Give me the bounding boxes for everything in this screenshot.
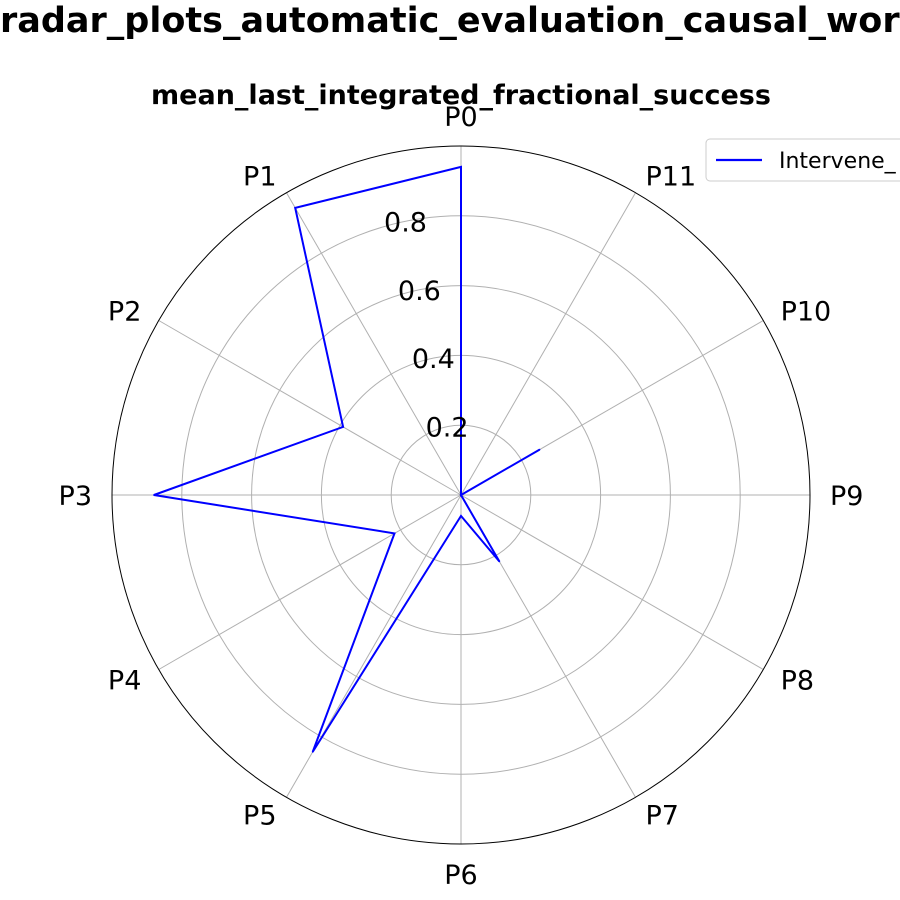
- category-label: P8: [781, 666, 814, 697]
- radial-tick-label: 0.4: [412, 344, 455, 375]
- grid-spoke: [286, 192, 462, 496]
- data-point: [460, 494, 462, 496]
- grid-spoke: [158, 494, 462, 670]
- data-point: [498, 560, 501, 563]
- radial-tick-label: 0.6: [398, 276, 441, 307]
- data-point: [311, 751, 314, 753]
- category-label: P6: [444, 860, 477, 891]
- category-label: P2: [108, 297, 141, 328]
- category-label: P5: [243, 801, 276, 832]
- data-point: [342, 426, 344, 428]
- category-label: P1: [243, 161, 276, 192]
- category-label: P7: [646, 801, 679, 832]
- category-label: P3: [59, 481, 92, 512]
- category-label: P4: [108, 666, 141, 697]
- data-point: [393, 532, 396, 535]
- data-point: [460, 515, 462, 517]
- legend[interactable]: Intervene_: [705, 138, 900, 182]
- series-layer: [153, 165, 541, 753]
- grid-spoke: [460, 192, 636, 496]
- chart-title: mean_last_integrated_fractional_success: [151, 80, 771, 111]
- data-point: [153, 494, 155, 496]
- polar-frame: [111, 145, 811, 845]
- figure-suptitle: radar_plots_automatic_evaluation_causal_…: [0, 1, 900, 41]
- category-label: P10: [781, 297, 832, 328]
- data-point: [538, 448, 541, 451]
- series-line: [153, 165, 541, 753]
- grid-spoke: [158, 320, 462, 496]
- legend-frame: [705, 138, 900, 182]
- radar-grid: [111, 145, 811, 845]
- legend-label: Intervene_: [779, 149, 897, 174]
- data-point: [294, 207, 297, 209]
- category-labels: P0 P1 P2 P3 P4 P5 P6 P7 P8 P9 P10 P11: [59, 102, 864, 891]
- radial-tick-label: 0.2: [426, 413, 469, 444]
- radial-tick-labels: 0.2 0.4 0.6 0.8: [384, 207, 469, 443]
- category-label: P9: [830, 481, 863, 512]
- category-label: P0: [444, 102, 477, 133]
- category-label: P11: [646, 161, 697, 192]
- grid-spoke: [460, 494, 764, 670]
- radial-tick-label: 0.8: [384, 207, 427, 238]
- data-point: [460, 166, 462, 168]
